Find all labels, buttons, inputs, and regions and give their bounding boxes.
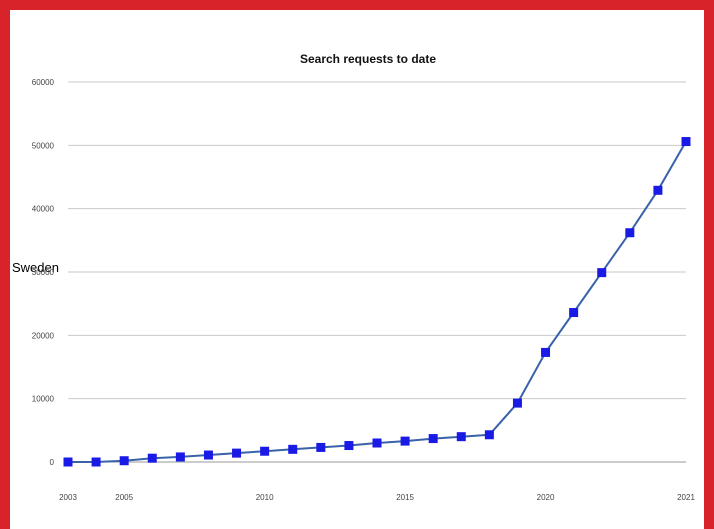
x-tick-label: 2021 <box>677 493 695 502</box>
data-point <box>625 228 635 238</box>
data-point <box>288 444 298 454</box>
chart-frame: Search requests to date Sweden 0 10000 200… <box>10 10 704 529</box>
y-tick-label: 0 <box>50 458 55 467</box>
data-point <box>316 442 326 452</box>
line-chart: Search requests to date Sweden 0 10000 200… <box>12 52 695 502</box>
data-point <box>541 347 551 357</box>
chart-title: Search requests to date <box>300 52 436 66</box>
y-tick-label: 50000 <box>32 141 55 150</box>
y-tick-label: 10000 <box>32 395 55 404</box>
x-tick-label: 2015 <box>396 493 414 502</box>
data-point <box>484 430 494 440</box>
y-tick-label: 60000 <box>32 78 55 87</box>
data-point <box>400 436 410 446</box>
data-point <box>597 268 607 278</box>
data-point <box>260 446 270 456</box>
y-tick-label: 30000 <box>32 268 55 277</box>
data-point <box>456 432 466 442</box>
series-line <box>68 141 687 463</box>
data-point <box>175 452 185 462</box>
data-point <box>344 441 354 451</box>
data-point <box>512 398 522 408</box>
side-label: Sweden <box>12 260 59 275</box>
data-point <box>91 457 101 467</box>
y-tick-label: 40000 <box>32 205 55 214</box>
data-point <box>681 137 691 147</box>
data-point <box>203 450 213 460</box>
x-tick-label: 2003 <box>59 493 77 502</box>
data-point <box>569 308 579 318</box>
data-point <box>232 448 242 458</box>
x-tick-label: 2005 <box>115 493 133 502</box>
x-tick-label: 2020 <box>537 493 555 502</box>
data-point <box>63 457 73 467</box>
y-tick-label: 20000 <box>32 331 55 340</box>
data-point <box>428 434 438 444</box>
data-point <box>119 456 129 466</box>
x-tick-label: 2010 <box>256 493 274 502</box>
data-point <box>147 453 157 463</box>
data-point <box>372 438 382 448</box>
data-point <box>653 185 663 195</box>
